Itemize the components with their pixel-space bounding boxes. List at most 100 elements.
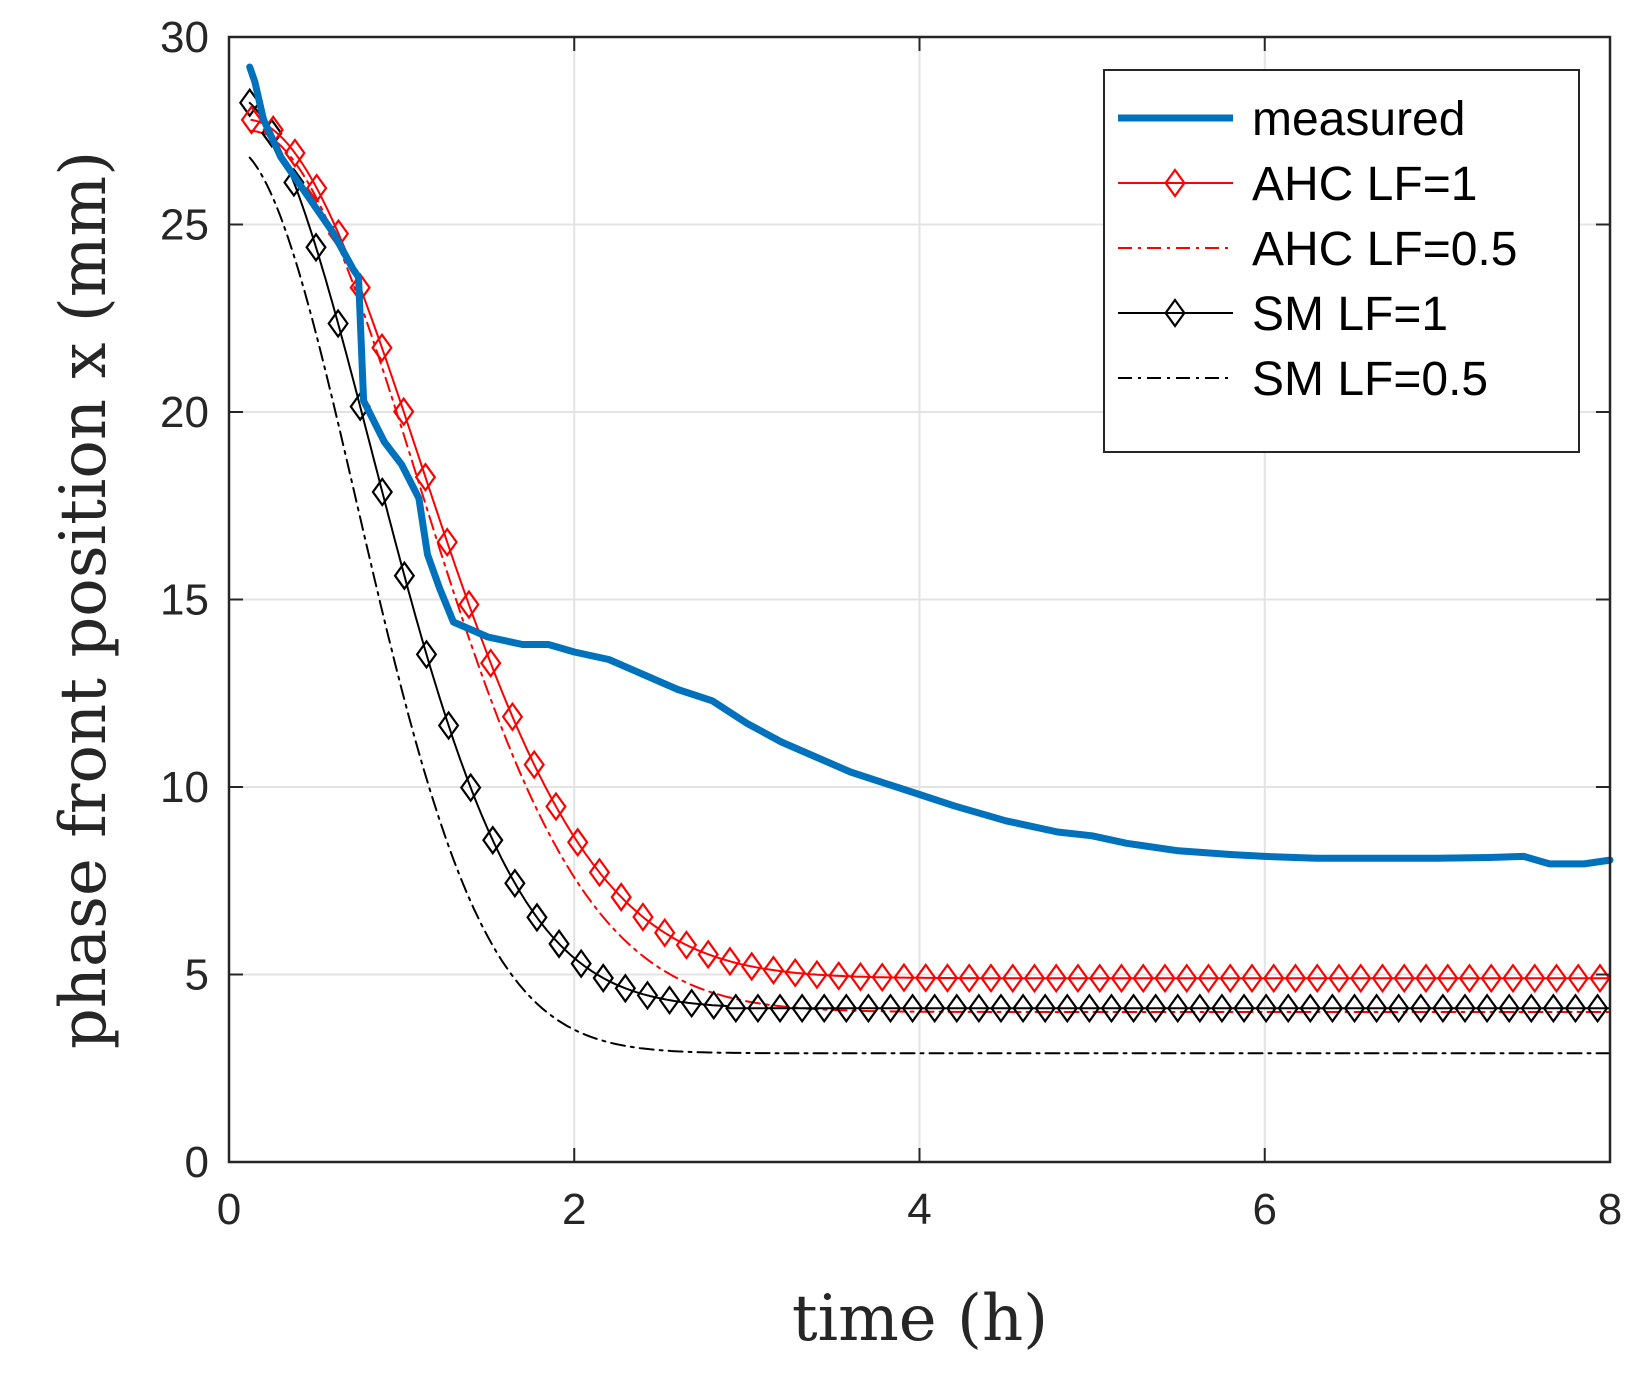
data-point bbox=[1415, 963, 1437, 994]
data-point bbox=[1542, 993, 1565, 1024]
data-point bbox=[1012, 993, 1034, 1024]
data-point bbox=[740, 951, 763, 982]
data-point bbox=[523, 749, 545, 780]
data-point bbox=[958, 963, 980, 993]
data-point bbox=[392, 396, 415, 427]
data-point bbox=[504, 868, 526, 899]
data-point bbox=[827, 960, 850, 991]
data-point bbox=[1586, 993, 1609, 1024]
data-point bbox=[791, 993, 813, 1024]
data-point bbox=[675, 930, 698, 960]
data-point bbox=[1197, 963, 1220, 994]
data-point bbox=[283, 167, 305, 198]
ticks: 0 2 4 6 8 0 5 10 15 20 25 30 bbox=[160, 13, 1622, 1234]
data-point bbox=[393, 560, 416, 591]
data-point bbox=[762, 955, 785, 986]
data-point bbox=[1056, 993, 1078, 1024]
legend-item: SM LF=1 bbox=[1118, 288, 1448, 341]
data-point bbox=[1545, 963, 1568, 994]
data-point bbox=[240, 105, 263, 135]
data-point bbox=[305, 173, 328, 203]
data-point bbox=[1189, 993, 1211, 1024]
data-point bbox=[946, 993, 968, 1024]
data-point bbox=[784, 957, 806, 988]
data-point bbox=[570, 948, 592, 979]
data-point bbox=[566, 827, 589, 858]
data-point bbox=[1343, 993, 1366, 1024]
data-point bbox=[1284, 963, 1307, 994]
data-point bbox=[526, 902, 548, 933]
data-point bbox=[1365, 993, 1388, 1024]
data-point bbox=[923, 993, 946, 1024]
x-axis-title: time (h) bbox=[792, 1282, 1048, 1356]
data-point bbox=[849, 961, 872, 992]
series-sm-lf-1 bbox=[238, 87, 1611, 1024]
data-point bbox=[806, 959, 828, 990]
series-line bbox=[246, 63, 1614, 868]
data-point bbox=[1233, 993, 1255, 1024]
data-point bbox=[1432, 993, 1454, 1024]
y-tick-label: 20 bbox=[160, 388, 209, 437]
data-point bbox=[371, 477, 394, 507]
data-point bbox=[1306, 963, 1328, 994]
data-point bbox=[653, 917, 676, 948]
data-point bbox=[1219, 963, 1241, 994]
data-point bbox=[371, 332, 393, 363]
series-line bbox=[250, 118, 1610, 980]
legend-box bbox=[1103, 69, 1580, 453]
data-point bbox=[1564, 993, 1587, 1024]
data-point bbox=[1371, 963, 1394, 994]
data-point bbox=[636, 980, 659, 1011]
y-tick-label: 0 bbox=[185, 1138, 209, 1187]
data-point bbox=[1321, 993, 1344, 1024]
data-point bbox=[1524, 963, 1546, 994]
data-point bbox=[479, 648, 502, 679]
data-point bbox=[1410, 993, 1432, 1024]
data-point bbox=[1100, 993, 1123, 1024]
y-axis-title: phase front position x (mm) bbox=[47, 151, 121, 1049]
data-point bbox=[1299, 993, 1322, 1024]
legend-item: measured bbox=[1118, 93, 1465, 146]
data-point bbox=[835, 993, 858, 1024]
data-point bbox=[437, 710, 460, 741]
data-point bbox=[436, 527, 458, 557]
data-point bbox=[719, 946, 741, 977]
x-tick-label: 2 bbox=[562, 1185, 586, 1234]
data-point bbox=[1176, 963, 1198, 994]
data-point bbox=[482, 825, 504, 856]
y-tick-label: 10 bbox=[160, 763, 209, 812]
legend-label: SM LF=0.5 bbox=[1252, 353, 1488, 406]
data-point bbox=[1567, 963, 1589, 994]
data-point bbox=[893, 962, 915, 993]
data-point bbox=[901, 993, 924, 1024]
data-point bbox=[769, 993, 791, 1024]
data-point bbox=[747, 993, 769, 1024]
data-point bbox=[284, 138, 306, 168]
data-point bbox=[1241, 963, 1263, 994]
data-point bbox=[1393, 963, 1415, 994]
x-tick-label: 6 bbox=[1253, 1185, 1277, 1234]
data-point bbox=[1164, 168, 1186, 198]
legend-label: measured bbox=[1252, 93, 1465, 146]
legend-item: AHC LF=0.5 bbox=[1118, 223, 1517, 276]
data-point bbox=[879, 993, 902, 1024]
series-measured bbox=[246, 63, 1614, 868]
legend-item: AHC LF=1 bbox=[1118, 158, 1477, 211]
data-point bbox=[1502, 963, 1524, 994]
series-ahc-lf-1 bbox=[240, 105, 1611, 994]
y-tick-label: 30 bbox=[160, 13, 209, 62]
data-point bbox=[501, 701, 524, 732]
data-point bbox=[936, 963, 959, 993]
data-point bbox=[632, 902, 654, 932]
data-point bbox=[1002, 963, 1024, 994]
data-point bbox=[1078, 993, 1101, 1024]
data-point bbox=[1034, 993, 1056, 1024]
data-point bbox=[725, 993, 747, 1024]
data-point bbox=[1110, 963, 1133, 994]
data-point bbox=[548, 928, 570, 959]
data-point bbox=[588, 857, 611, 888]
data-point bbox=[1167, 993, 1189, 1024]
data-point bbox=[327, 308, 349, 339]
data-point bbox=[1520, 993, 1542, 1024]
